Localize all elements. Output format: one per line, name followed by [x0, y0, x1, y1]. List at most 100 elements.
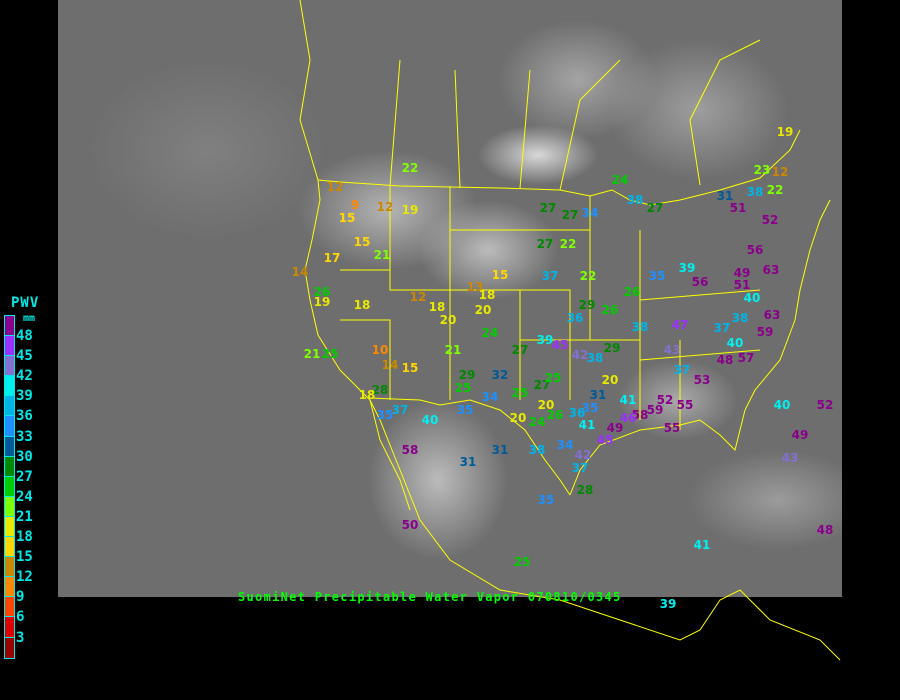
station-pwv-value: 37	[713, 321, 731, 335]
station-pwv-value: 58	[401, 443, 419, 457]
station-pwv-value: 14	[381, 358, 399, 372]
station-pwv-value: 45	[551, 338, 569, 352]
station-pwv-value: 19	[313, 295, 331, 309]
station-pwv-value: 35	[648, 269, 666, 283]
station-pwv-value: 49	[733, 266, 751, 280]
station-pwv-value: 18	[353, 298, 371, 312]
station-pwv-value: 51	[729, 201, 747, 215]
station-pwv-value: 19	[401, 203, 419, 217]
station-pwv-value: 50	[401, 518, 419, 532]
canada-coast	[299, 0, 319, 181]
station-pwv-value: 59	[646, 403, 664, 417]
legend-swatch	[5, 496, 14, 517]
station-pwv-value: 56	[691, 275, 709, 289]
station-pwv-value: 25	[321, 347, 339, 361]
map-caption: SuomiNet Precipitable Water Vapor 070810…	[238, 590, 622, 604]
station-pwv-value: 63	[762, 263, 780, 277]
legend-title: PWV	[11, 295, 40, 311]
station-pwv-value: 43	[663, 343, 681, 357]
station-pwv-value: 39	[659, 597, 677, 611]
station-pwv-value: 47	[671, 318, 689, 332]
station-pwv-value: 37	[571, 461, 589, 475]
station-pwv-value: 40	[726, 336, 744, 350]
baja-peninsula	[369, 399, 411, 511]
station-pwv-value: 29	[603, 341, 621, 355]
province-line	[389, 59, 401, 187]
station-pwv-value: 31	[459, 455, 477, 469]
state-line	[389, 186, 451, 400]
station-pwv-value: 39	[536, 333, 554, 347]
legend-tick-label: 12	[16, 569, 33, 586]
station-pwv-value: 31	[716, 189, 734, 203]
province-line	[454, 69, 461, 189]
station-pwv-value: 20	[509, 411, 527, 425]
station-pwv-value: 42	[574, 448, 592, 462]
legend-tick-label: 9	[16, 589, 25, 606]
legend-swatch	[5, 557, 14, 578]
station-pwv-value: 38	[746, 185, 764, 199]
us-canada-border	[317, 129, 801, 206]
station-pwv-value: 35	[456, 403, 474, 417]
legend-color-bar	[4, 315, 15, 659]
station-pwv-value: 25	[513, 555, 531, 569]
station-pwv-value: 28	[576, 483, 594, 497]
station-pwv-value: 37	[391, 403, 409, 417]
station-pwv-value: 36	[568, 406, 586, 420]
state-line	[340, 319, 391, 400]
station-pwv-value: 35	[376, 408, 394, 422]
legend-tick-label: 39	[16, 388, 33, 405]
station-pwv-value: 27	[539, 201, 557, 215]
station-pwv-value: 34	[481, 390, 499, 404]
legend-swatch	[5, 516, 14, 538]
station-pwv-value: 40	[421, 413, 439, 427]
station-pwv-value: 52	[816, 398, 834, 412]
legend-swatch	[5, 416, 14, 437]
station-pwv-value: 53	[693, 373, 711, 387]
station-pwv-value: 22	[559, 237, 577, 251]
station-pwv-value: 22	[579, 269, 597, 283]
station-pwv-value: 27	[511, 343, 529, 357]
state-line	[639, 349, 761, 361]
legend-swatch	[5, 476, 14, 497]
station-pwv-value: 56	[746, 243, 764, 257]
legend-swatch	[5, 336, 14, 357]
station-pwv-value: 38	[626, 193, 644, 207]
station-pwv-value: 45	[596, 433, 614, 447]
station-pwv-value: 31	[491, 443, 509, 457]
station-pwv-value: 55	[676, 398, 694, 412]
station-pwv-value: 26	[601, 303, 619, 317]
station-pwv-value: 55	[663, 421, 681, 435]
legend-tick-label: 6	[16, 609, 25, 626]
legend-tick-label: 33	[16, 428, 33, 445]
legend-swatch	[5, 456, 14, 477]
station-pwv-value: 24	[481, 326, 499, 340]
station-pwv-value: 40	[773, 398, 791, 412]
station-pwv-value: 41	[619, 393, 637, 407]
station-pwv-value: 32	[491, 368, 509, 382]
station-pwv-value: 37	[541, 269, 559, 283]
legend-swatch	[5, 537, 14, 558]
station-pwv-value: 26	[623, 285, 641, 299]
station-pwv-value: 14	[291, 265, 309, 279]
legend-tick-label: 30	[16, 448, 33, 465]
legend-swatch	[5, 637, 14, 658]
station-pwv-value: 38	[731, 311, 749, 325]
station-pwv-value: 15	[338, 211, 356, 225]
station-pwv-value: 12	[409, 290, 427, 304]
province-line	[519, 69, 531, 189]
mexico-outline	[379, 419, 841, 661]
legend-tick-label: 42	[16, 368, 33, 385]
west-coast	[304, 179, 381, 421]
station-pwv-value: 21	[303, 347, 321, 361]
legend-tick-label: 21	[16, 508, 33, 525]
station-pwv-value: 20	[537, 398, 555, 412]
legend-unit: mm	[23, 313, 36, 324]
state-line	[450, 289, 571, 400]
state-line	[639, 289, 761, 301]
station-pwv-value: 24	[528, 415, 546, 429]
station-pwv-value: 41	[578, 418, 596, 432]
station-pwv-value: 35	[537, 493, 555, 507]
station-pwv-value: 29	[578, 298, 596, 312]
station-pwv-value: 21	[444, 343, 462, 357]
